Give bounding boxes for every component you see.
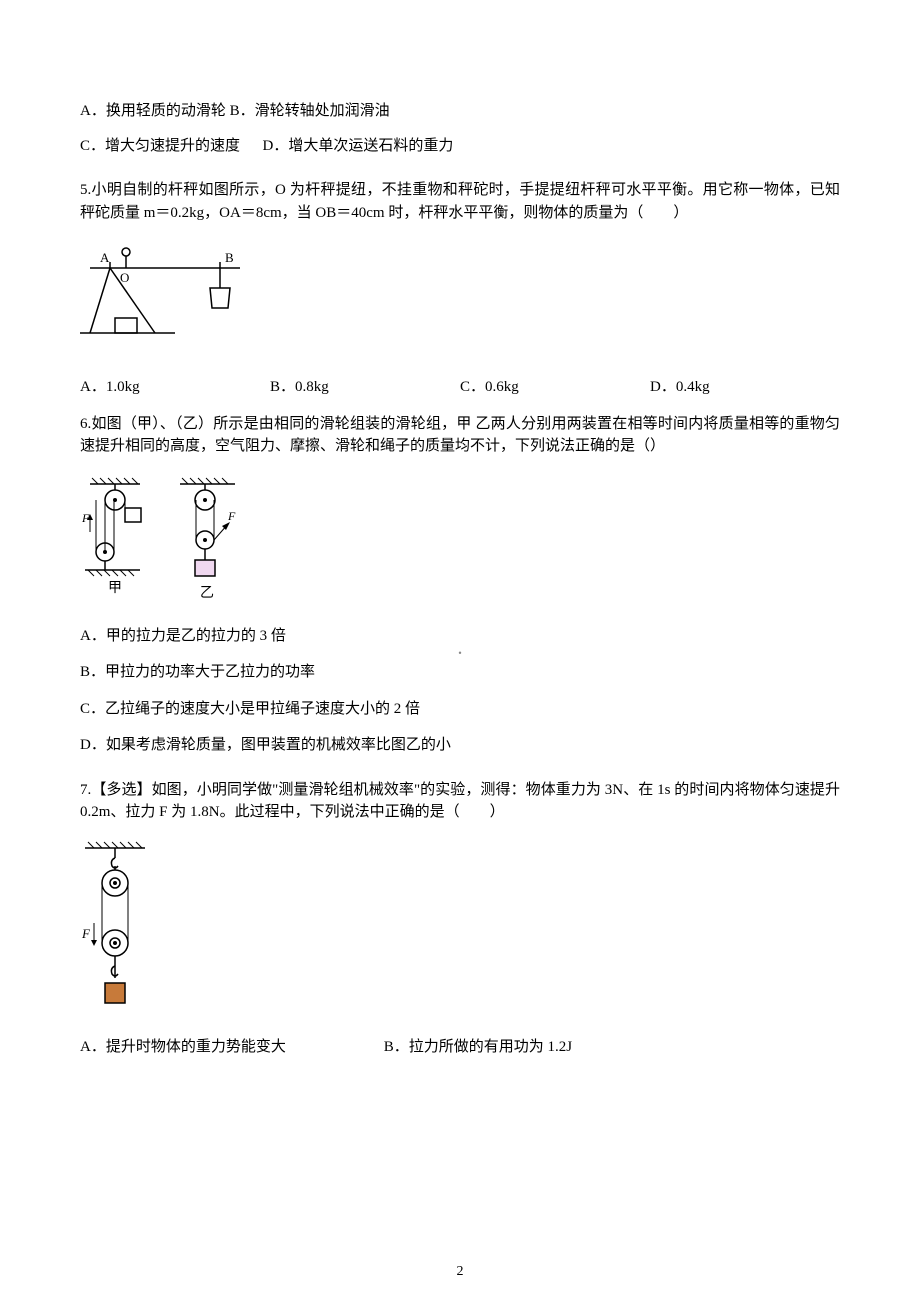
q4-optD: D．增大单次运送石料的重力 [263,138,454,154]
q5-text: 5.小明自制的杆秤如图所示，O 为杆秤提纽，不挂重物和秤砣时，手提提纽杆秤可水平… [80,179,840,224]
svg-text:乙: 乙 [200,585,214,601]
q6-optA: A．甲的拉力是乙的拉力的 3 倍 [80,625,840,648]
q6-figure: F 甲 F [80,472,840,607]
q6-optB: B．甲拉力的功率大于乙拉力的功率 [80,661,840,684]
q6-optC: C．乙拉绳子的速度大小是甲拉绳子速度大小的 2 倍 [80,698,840,721]
q5-optB: B．0.8kg [270,376,460,399]
q7-optB: B．拉力所做的有用功为 1.2J [384,1039,572,1055]
svg-text:甲: 甲 [108,581,122,596]
q4-optC: C．增大匀速提升的速度 [80,138,240,154]
svg-text:F: F [227,509,236,523]
q6-optD: D．如果考虑滑轮质量，图甲装置的机械效率比图乙的小 [80,734,840,757]
svg-text:F: F [81,926,91,941]
page-number: 2 [0,1261,920,1282]
center-mark-icon: • [458,647,462,662]
q5-optD: D．0.4kg [650,376,840,399]
svg-text:A: A [100,250,110,265]
q7-text: 7.【多选】如图，小明同学做"测量滑轮组机械效率"的实验，测得：物体重力为 3N… [80,779,840,824]
q4-options-line1: A．换用轻质的动滑轮 B．滑轮转轴处加润滑油 [80,100,840,123]
q7-optA: A．提升时物体的重力势能变大 [80,1036,380,1059]
q4-options-line2: C．增大匀速提升的速度 D．增大单次运送石料的重力 [80,135,840,158]
q7-figure: F [80,838,840,1018]
q5-figure: A O B [80,238,840,358]
q4-optA: A．换用轻质的动滑轮 [80,103,226,119]
q4-optB: B．滑轮转轴处加润滑油 [230,103,390,119]
q7-options-line1: A．提升时物体的重力势能变大 B．拉力所做的有用功为 1.2J [80,1036,840,1059]
q5-options: A．1.0kg B．0.8kg C．0.6kg D．0.4kg [80,376,840,399]
svg-text:O: O [120,270,129,285]
q5-optA: A．1.0kg [80,376,270,399]
svg-text:B: B [225,250,234,265]
q6-text: 6.如图（甲）、（乙）所示是由相同的滑轮组装的滑轮组，甲 乙两人分别用两装置在相… [80,413,840,458]
q5-optC: C．0.6kg [460,376,650,399]
